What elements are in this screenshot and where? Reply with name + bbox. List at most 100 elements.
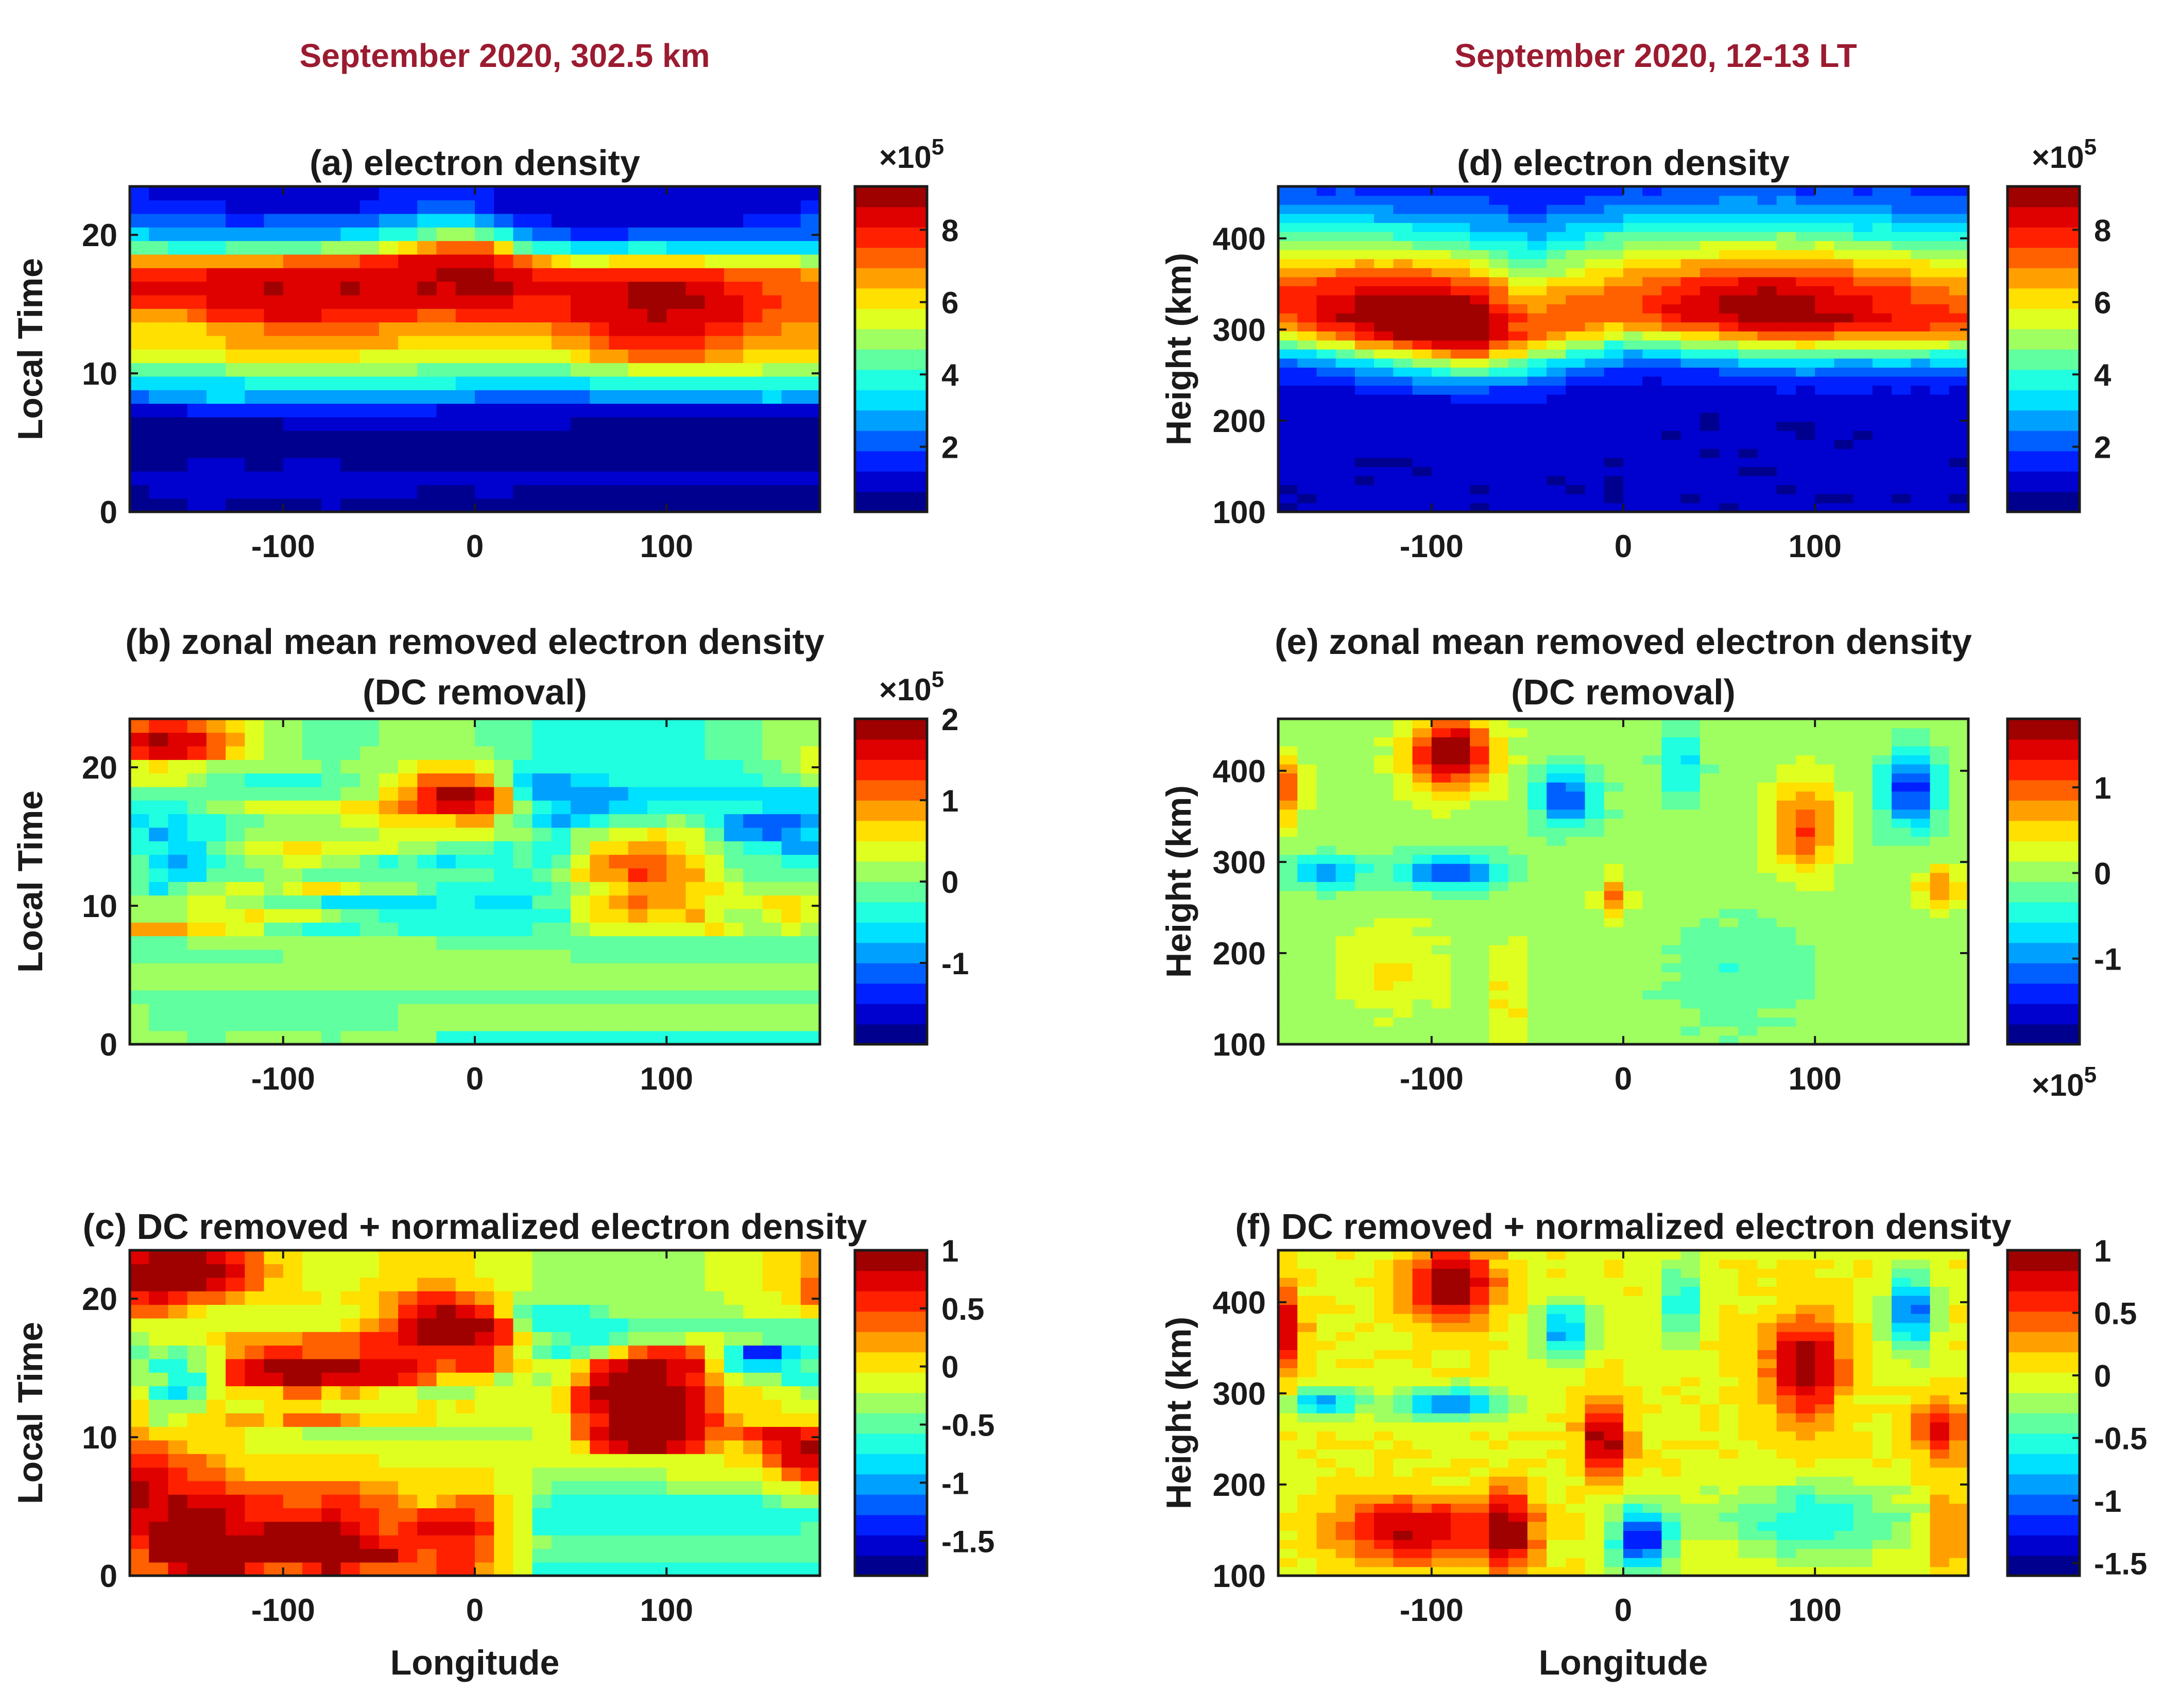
heatmap-cell [1853,854,1873,864]
heatmap-cell [1393,295,1413,305]
heatmap-cell [130,485,150,499]
heatmap-cell [149,295,169,309]
heatmap-cell [1297,485,1317,494]
heatmap-cell [1489,403,1509,413]
heatmap-cell [187,949,207,963]
heatmap-cell [417,471,437,486]
heatmap-cell [1892,240,1912,250]
heatmap-cell [628,1494,648,1509]
heatmap-cell [321,1399,341,1413]
heatmap-cell [1796,475,1816,486]
colorbar-swatch [2007,288,2080,309]
heatmap-cell [1374,195,1394,205]
heatmap-cell [321,854,341,869]
heatmap-cell [762,200,782,214]
heatmap-cell [494,457,514,472]
heatmap-cell [475,1399,495,1413]
heatmap-cell [1892,827,1912,837]
heatmap-cell [359,1345,380,1359]
heatmap-cell [398,1372,418,1387]
heatmap-cell [1930,990,1950,1000]
heatmap-cell [436,390,456,404]
heatmap-cell [1623,900,1643,909]
heatmap-cell [724,814,744,828]
heatmap-cell [666,186,686,201]
heatmap-cell [475,1562,495,1576]
heatmap-cell [149,854,169,869]
heatmap-cell [283,1480,303,1495]
colorbar-swatch [2007,308,2080,330]
heatmap-cell [1374,286,1394,296]
heatmap-cell [1335,854,1355,864]
heatmap-cell [571,349,591,364]
heatmap-cell [455,963,475,977]
heatmap-cell [1834,1008,1854,1018]
heatmap-cell [590,990,610,1004]
heatmap-cell [283,363,303,377]
heatmap-cell [1834,448,1854,458]
heatmap-cell [398,1030,418,1045]
heatmap-cell [513,936,533,950]
heatmap-cell [724,1426,744,1441]
heatmap-cell [226,1372,246,1387]
heatmap-cell [1374,954,1394,963]
heatmap-cell [590,1030,610,1045]
heatmap-cell [762,376,782,390]
heatmap-cell [724,1562,744,1576]
heatmap-cell [685,308,706,323]
heatmap-cell [1470,249,1490,260]
heatmap-cell [130,1467,150,1481]
heatmap-cell [513,990,533,1004]
heatmap-cell [1719,258,1739,268]
heatmap-cell [1892,485,1912,494]
heatmap-cell [1872,448,1892,458]
heatmap-cell [494,295,514,309]
heatmap-cell [1815,845,1835,855]
heatmap-cell [1431,412,1451,422]
heatmap-cell [379,1304,399,1319]
heatmap-cell [762,1454,782,1468]
heatmap-cell [1815,448,1835,458]
heatmap-cell [1623,854,1643,864]
heatmap-cell [532,1332,552,1346]
heatmap-cell [1547,963,1567,973]
heatmap-cell [1949,999,1969,1009]
heatmap-cell [168,308,188,323]
heatmap-cell [245,1480,265,1495]
heatmap-cell [781,1562,801,1576]
heatmap-cell [321,444,341,458]
heatmap-cell [1604,430,1624,440]
heatmap-cell [1412,186,1432,196]
heatmap-cell [1431,845,1451,855]
heatmap-cell [1604,367,1624,377]
heatmap-cell [1566,854,1586,864]
heatmap-cell [379,963,399,977]
heatmap-cell [1566,908,1586,919]
heatmap-cell [245,471,265,486]
heatmap-cell [245,1372,265,1387]
heatmap-cell [590,349,610,364]
heatmap-cell [226,308,246,323]
heatmap-cell [1566,222,1586,232]
heatmap-cell [1642,926,1662,937]
heatmap-cell [130,814,150,828]
heatmap-cell [1393,467,1413,476]
heatmap-cell [1911,240,1931,250]
heatmap-cell [1508,485,1528,494]
heatmap-cell [724,1535,744,1549]
heatmap-cell [666,1494,686,1509]
heatmap-cell [1680,249,1701,260]
heatmap-cell [264,1440,284,1454]
heatmap-cell [1815,313,1835,323]
heatmap-cell [245,403,265,418]
heatmap-cell [1278,475,1298,486]
heatmap-cell [321,990,341,1004]
heatmap-cell [1547,818,1567,828]
heatmap-cell [1393,222,1413,232]
heatmap-cell [1642,467,1662,476]
heatmap-cell [724,895,744,909]
heatmap-cell [1776,457,1796,468]
heatmap-cell [724,1304,744,1319]
heatmap-cell [1853,936,1873,945]
heatmap-cell [1930,376,1950,386]
